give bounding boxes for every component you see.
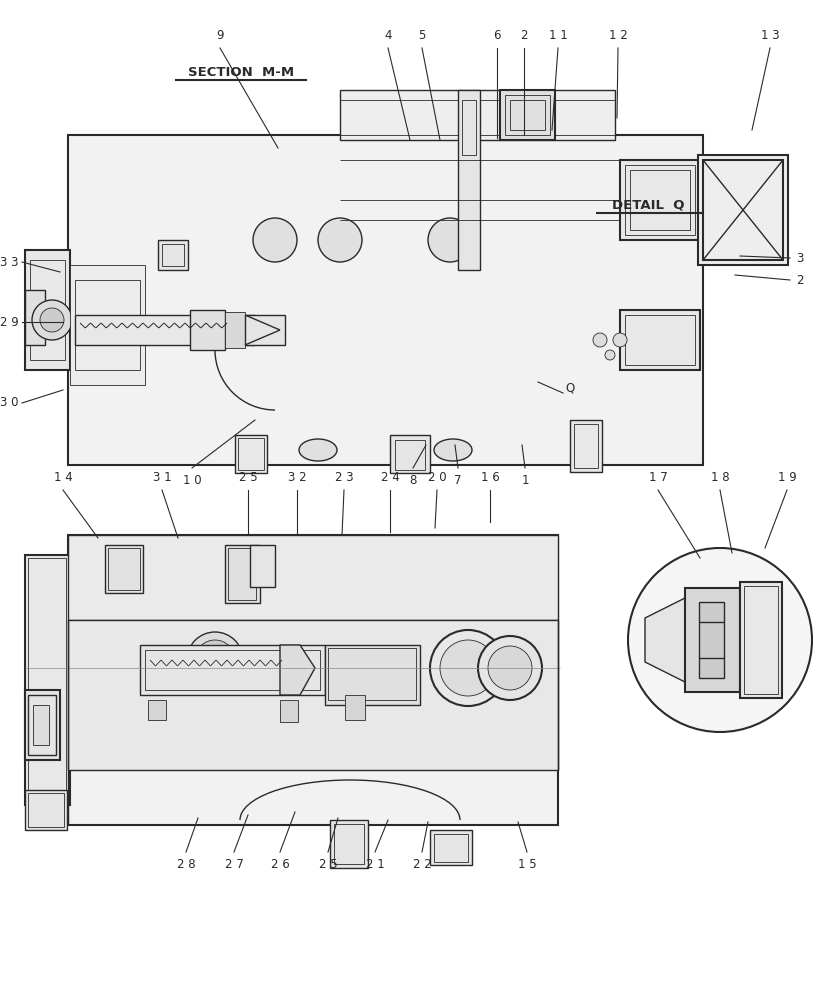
Text: 5: 5	[419, 29, 426, 42]
Circle shape	[613, 333, 627, 347]
Text: 1 3: 1 3	[761, 29, 779, 42]
Circle shape	[428, 218, 472, 262]
Text: 1 5: 1 5	[517, 858, 536, 871]
FancyBboxPatch shape	[158, 240, 188, 270]
Circle shape	[605, 350, 615, 360]
Text: 2 8: 2 8	[177, 858, 195, 871]
Text: 2 3: 2 3	[335, 471, 353, 484]
FancyBboxPatch shape	[620, 310, 700, 370]
Text: 3 0: 3 0	[1, 396, 19, 410]
Circle shape	[440, 640, 496, 696]
FancyBboxPatch shape	[699, 602, 724, 678]
FancyBboxPatch shape	[70, 265, 145, 385]
FancyBboxPatch shape	[25, 555, 70, 805]
Ellipse shape	[299, 439, 337, 461]
FancyBboxPatch shape	[25, 290, 45, 345]
FancyBboxPatch shape	[68, 135, 703, 465]
Text: 2: 2	[796, 273, 804, 286]
Circle shape	[488, 646, 532, 690]
FancyBboxPatch shape	[75, 315, 255, 345]
FancyBboxPatch shape	[25, 790, 67, 830]
Text: 9: 9	[216, 29, 224, 42]
Text: 1 2: 1 2	[609, 29, 628, 42]
Text: 3 1: 3 1	[153, 471, 171, 484]
Text: DETAIL  Q: DETAIL Q	[613, 198, 685, 212]
FancyBboxPatch shape	[250, 545, 275, 587]
Text: 1 1: 1 1	[548, 29, 567, 42]
FancyBboxPatch shape	[25, 250, 70, 370]
Text: 2 0: 2 0	[428, 471, 446, 484]
Text: 3: 3	[796, 251, 804, 264]
Text: 2 5: 2 5	[239, 471, 257, 484]
Text: 1 4: 1 4	[54, 471, 73, 484]
FancyBboxPatch shape	[340, 90, 615, 140]
FancyBboxPatch shape	[280, 700, 298, 722]
Text: 1 7: 1 7	[649, 471, 667, 484]
FancyBboxPatch shape	[330, 820, 368, 868]
FancyBboxPatch shape	[430, 830, 472, 865]
Text: 2 1: 2 1	[366, 858, 384, 871]
Circle shape	[478, 636, 542, 700]
Text: 1 0: 1 0	[183, 474, 202, 487]
FancyBboxPatch shape	[685, 588, 740, 692]
FancyBboxPatch shape	[25, 690, 60, 760]
FancyBboxPatch shape	[68, 535, 558, 620]
Polygon shape	[280, 645, 315, 695]
FancyBboxPatch shape	[570, 420, 602, 472]
Text: 2 4: 2 4	[380, 471, 399, 484]
FancyBboxPatch shape	[225, 545, 260, 603]
FancyBboxPatch shape	[620, 160, 700, 240]
Text: 1: 1	[521, 474, 529, 487]
Text: 2 6: 2 6	[271, 858, 290, 871]
Text: 8: 8	[410, 474, 417, 487]
Circle shape	[40, 308, 64, 332]
Circle shape	[253, 218, 297, 262]
Circle shape	[318, 218, 362, 262]
FancyBboxPatch shape	[390, 435, 430, 473]
FancyBboxPatch shape	[500, 90, 555, 140]
Text: 2 5: 2 5	[319, 858, 337, 871]
FancyBboxPatch shape	[68, 535, 558, 825]
FancyBboxPatch shape	[105, 545, 143, 593]
Text: 3 2: 3 2	[288, 471, 306, 484]
Text: 1 6: 1 6	[481, 471, 499, 484]
Text: 6: 6	[493, 29, 501, 42]
Polygon shape	[645, 598, 685, 682]
Ellipse shape	[434, 439, 472, 461]
FancyBboxPatch shape	[140, 645, 325, 695]
Text: 7: 7	[455, 474, 462, 487]
FancyBboxPatch shape	[740, 582, 782, 698]
Text: 3 3: 3 3	[1, 255, 19, 268]
Circle shape	[187, 632, 243, 688]
FancyBboxPatch shape	[458, 90, 480, 270]
FancyBboxPatch shape	[225, 312, 245, 348]
Text: 4: 4	[384, 29, 392, 42]
FancyBboxPatch shape	[33, 705, 49, 745]
Text: 1 9: 1 9	[778, 471, 796, 484]
FancyBboxPatch shape	[325, 645, 420, 705]
Circle shape	[628, 548, 812, 732]
FancyBboxPatch shape	[245, 315, 285, 345]
Text: 2 9: 2 9	[0, 316, 19, 328]
Text: 1 8: 1 8	[711, 471, 730, 484]
FancyBboxPatch shape	[345, 695, 365, 720]
Text: Q: Q	[565, 381, 574, 394]
FancyBboxPatch shape	[235, 435, 267, 473]
Text: 2: 2	[521, 29, 528, 42]
Circle shape	[32, 300, 72, 340]
Text: SECTION  M-M: SECTION M-M	[188, 66, 294, 79]
Text: 2 2: 2 2	[413, 858, 432, 871]
Circle shape	[430, 630, 506, 706]
FancyBboxPatch shape	[190, 310, 225, 350]
FancyBboxPatch shape	[148, 700, 166, 720]
Circle shape	[593, 333, 607, 347]
Circle shape	[195, 640, 235, 680]
Text: 2 7: 2 7	[224, 858, 243, 871]
FancyBboxPatch shape	[68, 620, 558, 770]
FancyBboxPatch shape	[698, 155, 788, 265]
